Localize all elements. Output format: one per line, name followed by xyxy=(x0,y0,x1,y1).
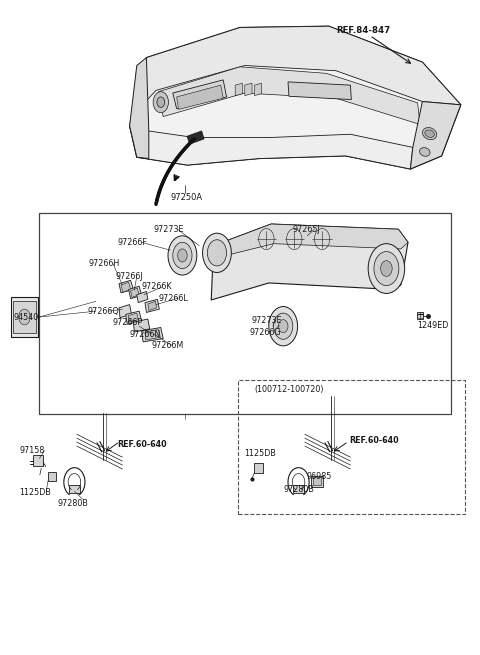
Bar xyxy=(48,472,56,481)
Polygon shape xyxy=(137,291,148,303)
Text: 1125DB: 1125DB xyxy=(19,488,51,497)
Text: 97266G: 97266G xyxy=(250,328,281,337)
Circle shape xyxy=(153,92,168,113)
Polygon shape xyxy=(288,82,351,100)
Bar xyxy=(313,477,321,485)
Polygon shape xyxy=(131,288,139,297)
Polygon shape xyxy=(187,131,204,144)
Polygon shape xyxy=(145,329,160,340)
Polygon shape xyxy=(173,80,227,109)
Bar xyxy=(13,301,36,333)
Circle shape xyxy=(173,242,192,269)
Circle shape xyxy=(207,240,227,266)
Bar xyxy=(33,455,43,466)
Text: 97266J: 97266J xyxy=(115,272,143,281)
Polygon shape xyxy=(130,26,461,169)
Circle shape xyxy=(274,313,293,339)
Polygon shape xyxy=(128,313,138,322)
Circle shape xyxy=(178,249,187,262)
Ellipse shape xyxy=(425,130,434,138)
Polygon shape xyxy=(142,328,163,342)
Polygon shape xyxy=(235,83,242,96)
Bar xyxy=(11,297,38,337)
Circle shape xyxy=(203,233,231,272)
Circle shape xyxy=(168,236,197,275)
Bar xyxy=(417,312,423,319)
Polygon shape xyxy=(214,224,408,257)
Polygon shape xyxy=(133,319,150,332)
Bar xyxy=(311,476,323,487)
Polygon shape xyxy=(177,85,223,109)
Polygon shape xyxy=(158,67,420,124)
Text: 97280B: 97280B xyxy=(283,485,314,495)
Bar xyxy=(293,485,304,493)
Circle shape xyxy=(368,244,405,293)
Bar xyxy=(39,213,451,414)
Circle shape xyxy=(278,320,288,333)
Polygon shape xyxy=(129,286,142,299)
Circle shape xyxy=(381,261,392,276)
Text: 1249ED: 1249ED xyxy=(418,321,449,330)
Bar xyxy=(238,380,465,514)
Text: 97266F: 97266F xyxy=(118,238,147,247)
Text: 97273E: 97273E xyxy=(154,225,184,234)
Circle shape xyxy=(19,309,30,325)
Polygon shape xyxy=(133,26,461,115)
Text: REF.60-640: REF.60-640 xyxy=(349,436,399,445)
Bar xyxy=(254,463,263,473)
Text: 97266L: 97266L xyxy=(158,293,188,303)
Polygon shape xyxy=(126,311,142,324)
Polygon shape xyxy=(148,301,156,310)
Circle shape xyxy=(374,252,399,286)
Text: 97158: 97158 xyxy=(19,446,45,455)
Text: 97266H: 97266H xyxy=(89,259,120,268)
Circle shape xyxy=(157,97,165,107)
Text: 97266Q: 97266Q xyxy=(87,307,119,316)
Text: 97250A: 97250A xyxy=(170,193,203,202)
Text: 96985: 96985 xyxy=(306,472,332,481)
Text: 97266M: 97266M xyxy=(151,341,183,350)
Text: 97266P: 97266P xyxy=(113,318,143,327)
Ellipse shape xyxy=(420,147,430,157)
Text: REF.60-640: REF.60-640 xyxy=(118,440,167,449)
Polygon shape xyxy=(254,83,262,96)
Polygon shape xyxy=(130,58,149,159)
Polygon shape xyxy=(121,282,131,292)
Polygon shape xyxy=(119,305,132,318)
Text: 97266N: 97266N xyxy=(130,329,161,339)
Polygon shape xyxy=(245,83,252,96)
Text: 97265J: 97265J xyxy=(293,225,321,234)
Ellipse shape xyxy=(422,128,437,140)
Polygon shape xyxy=(119,280,133,293)
Text: 97266K: 97266K xyxy=(142,282,172,291)
Polygon shape xyxy=(130,126,413,169)
Polygon shape xyxy=(211,224,408,300)
Text: 1125DB: 1125DB xyxy=(244,449,276,458)
Circle shape xyxy=(269,307,298,346)
Text: REF.84-847: REF.84-847 xyxy=(336,26,390,35)
Bar xyxy=(69,485,80,493)
Polygon shape xyxy=(410,102,461,169)
Polygon shape xyxy=(145,299,159,312)
Text: (100712-100720): (100712-100720) xyxy=(254,384,324,394)
Text: 97273E: 97273E xyxy=(252,316,283,326)
Text: 94540: 94540 xyxy=(13,312,39,322)
Text: 97280B: 97280B xyxy=(58,498,88,508)
